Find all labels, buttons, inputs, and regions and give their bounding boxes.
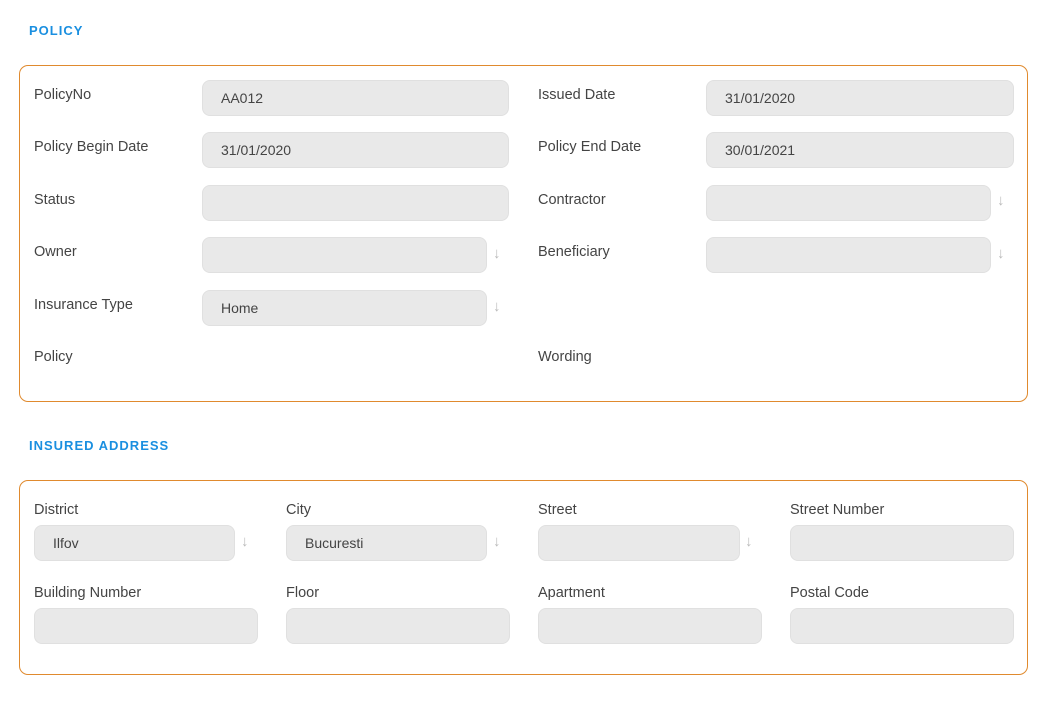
postal-code-label: Postal Code bbox=[790, 585, 869, 601]
postal-code-field[interactable] bbox=[790, 608, 1014, 644]
status-label: Status bbox=[34, 192, 76, 208]
owner-field[interactable] bbox=[202, 237, 487, 273]
policy-label: Policy bbox=[34, 349, 73, 365]
building-number-label: Building Number bbox=[34, 585, 142, 601]
address-panel bbox=[19, 480, 1028, 675]
district-label: District bbox=[34, 502, 79, 518]
street-number-field[interactable] bbox=[790, 525, 1014, 561]
issued-date-label: Issued Date bbox=[538, 87, 616, 103]
contractor-label: Contractor bbox=[538, 192, 606, 208]
arrow-down-icon[interactable]: ↓ bbox=[493, 245, 501, 262]
apartment-field[interactable] bbox=[538, 608, 762, 644]
insurance-type-label: Insurance Type bbox=[34, 297, 133, 313]
contractor-field[interactable] bbox=[706, 185, 991, 221]
end-date-label: Policy End Date bbox=[538, 139, 642, 155]
floor-field[interactable] bbox=[286, 608, 510, 644]
floor-label: Floor bbox=[286, 585, 320, 601]
apartment-label: Apartment bbox=[538, 585, 605, 601]
street-field[interactable] bbox=[538, 525, 740, 561]
street-number-label: Street Number bbox=[790, 502, 885, 518]
begin-date-field[interactable]: 31/01/2020 bbox=[202, 132, 509, 168]
arrow-down-icon[interactable]: ↓ bbox=[493, 533, 501, 550]
status-field[interactable] bbox=[202, 185, 509, 221]
begin-date-label: Policy Begin Date bbox=[34, 139, 149, 155]
policy-no-field[interactable]: AA012 bbox=[202, 80, 509, 116]
wording-label: Wording bbox=[538, 349, 592, 365]
arrow-down-icon[interactable]: ↓ bbox=[997, 192, 1005, 209]
district-field[interactable]: Ilfov bbox=[34, 525, 235, 561]
arrow-down-icon[interactable]: ↓ bbox=[493, 298, 501, 315]
owner-label: Owner bbox=[34, 244, 77, 260]
street-label: Street bbox=[538, 502, 577, 518]
address-section-title: INSURED ADDRESS bbox=[29, 438, 170, 453]
end-date-field[interactable]: 30/01/2021 bbox=[706, 132, 1014, 168]
city-field[interactable]: Bucuresti bbox=[286, 525, 487, 561]
issued-date-field[interactable]: 31/01/2020 bbox=[706, 80, 1014, 116]
policy-panel bbox=[19, 65, 1028, 402]
policy-no-label: PolicyNo bbox=[34, 87, 92, 103]
beneficiary-label: Beneficiary bbox=[538, 244, 610, 260]
beneficiary-field[interactable] bbox=[706, 237, 991, 273]
policy-section-title: POLICY bbox=[29, 23, 84, 38]
arrow-down-icon[interactable]: ↓ bbox=[997, 245, 1005, 262]
arrow-down-icon[interactable]: ↓ bbox=[241, 533, 249, 550]
city-label: City bbox=[286, 502, 311, 518]
arrow-down-icon[interactable]: ↓ bbox=[745, 533, 753, 550]
insurance-type-field[interactable]: Home bbox=[202, 290, 487, 326]
building-number-field[interactable] bbox=[34, 608, 258, 644]
